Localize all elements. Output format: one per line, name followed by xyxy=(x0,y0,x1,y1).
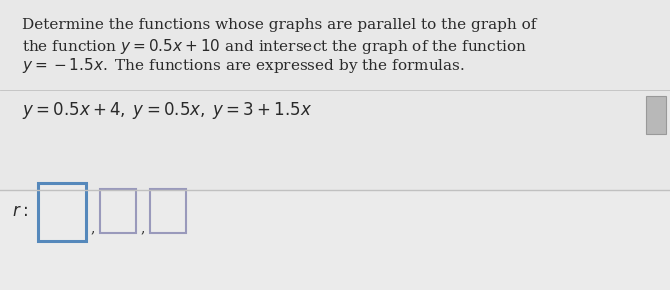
Bar xyxy=(0,190,670,290)
Text: $y = 0.5x + 4,\; y = 0.5x,\; y = 3 + 1.5x$: $y = 0.5x + 4,\; y = 0.5x,\; y = 3 + 1.5… xyxy=(22,100,312,121)
Bar xyxy=(646,96,666,134)
Text: $r:$: $r:$ xyxy=(12,204,28,220)
Text: ,: , xyxy=(140,221,144,235)
Text: Determine the functions whose graphs are parallel to the graph of: Determine the functions whose graphs are… xyxy=(22,18,537,32)
Text: $y = -1.5x.$ The functions are expressed by the formulas.: $y = -1.5x.$ The functions are expressed… xyxy=(22,56,465,75)
Bar xyxy=(150,189,186,233)
Bar xyxy=(0,0,670,190)
Bar xyxy=(100,189,136,233)
Text: the function $y = 0.5x + 10$ and intersect the graph of the function: the function $y = 0.5x + 10$ and interse… xyxy=(22,37,527,56)
Bar xyxy=(38,183,86,241)
Text: ,: , xyxy=(90,221,94,235)
